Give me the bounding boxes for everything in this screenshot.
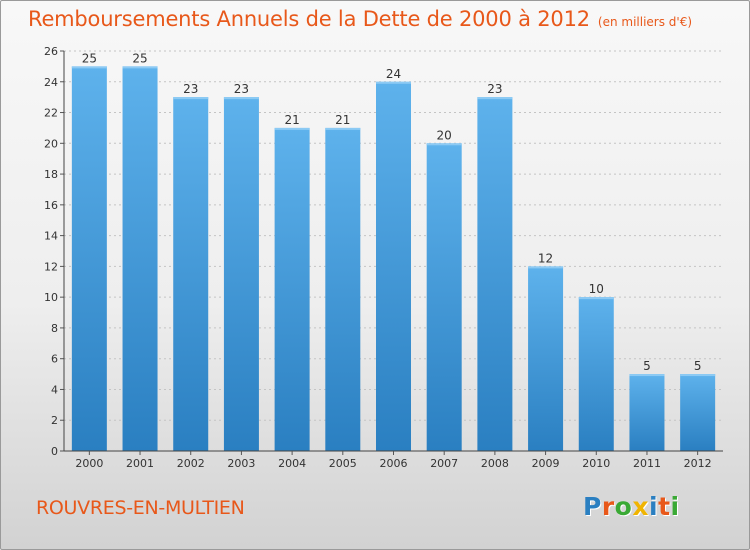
bar-value-label: 21	[335, 113, 350, 127]
bars: 25 25 23 23 21 21 24 20 23 12 10 5 5	[71, 51, 716, 452]
proxiti-logo[interactable]: Proxiti	[583, 492, 680, 521]
y-tick-label: 12	[44, 260, 58, 273]
bar	[680, 374, 716, 451]
y-tick-label: 6	[51, 353, 58, 366]
y-tick-label: 14	[44, 230, 58, 243]
bar	[629, 374, 665, 451]
bar-value-label: 10	[589, 282, 604, 296]
bar	[578, 297, 614, 451]
bar-highlight	[274, 127, 310, 130]
bar-value-label: 23	[487, 82, 502, 96]
bar-value-label: 25	[82, 51, 97, 65]
y-tick-label: 2	[51, 414, 58, 427]
place-name: ROUVRES-EN-MULTIEN	[36, 497, 245, 519]
logo-letter: x	[632, 492, 649, 521]
x-tick-label: 2001	[126, 457, 154, 470]
x-tick-label: 2010	[582, 457, 610, 470]
y-tick-label: 20	[44, 137, 58, 150]
bar-highlight	[578, 297, 614, 300]
x-tick-label: 2007	[430, 457, 458, 470]
logo-letter: i	[670, 492, 680, 521]
bar	[274, 127, 310, 451]
bar	[426, 143, 462, 452]
bar	[122, 66, 158, 451]
bar-value-label: 5	[643, 359, 651, 373]
x-tick-label: 2004	[278, 457, 306, 470]
x-tick-label: 2009	[532, 457, 560, 470]
bar-value-label: 24	[386, 67, 401, 81]
logo-letter: r	[601, 492, 615, 521]
logo-letter: t	[658, 492, 671, 521]
chart-unit: (en milliers d'€)	[597, 15, 693, 29]
bar	[477, 97, 513, 452]
bar-value-label: 12	[538, 251, 553, 265]
bar-highlight	[477, 97, 513, 100]
bar	[173, 97, 209, 452]
bar	[325, 127, 361, 451]
y-tick-label: 18	[44, 168, 58, 181]
x-tick-label: 2003	[227, 457, 255, 470]
x-tick-label: 2008	[481, 457, 509, 470]
bar	[223, 97, 259, 452]
logo-letter: o	[614, 492, 633, 521]
y-tick-label: 4	[51, 383, 58, 396]
bar-value-label: 5	[694, 359, 702, 373]
bar-value-label: 21	[284, 113, 299, 127]
x-tick-label: 2002	[177, 457, 205, 470]
bar-highlight	[122, 66, 158, 69]
bar-value-label: 23	[234, 82, 249, 96]
x-tick-label: 2006	[380, 457, 408, 470]
bar	[71, 66, 107, 451]
x-tick-label: 2005	[329, 457, 357, 470]
x-tick-label: 2012	[684, 457, 712, 470]
y-tick-label: 26	[44, 45, 58, 58]
bar-highlight	[223, 97, 259, 100]
x-tick-label: 2000	[75, 457, 103, 470]
chart-title-text: Remboursements Annuels de la Dette de 20…	[28, 7, 590, 31]
y-tick-label: 22	[44, 107, 58, 120]
bar-highlight	[71, 66, 107, 69]
bar-highlight	[426, 143, 462, 146]
bar-highlight	[325, 127, 361, 130]
bar-highlight	[173, 97, 209, 100]
bar-highlight	[629, 374, 665, 377]
logo-letter: P	[583, 492, 602, 521]
y-tick-label: 0	[51, 445, 58, 458]
bar-highlight	[528, 266, 564, 269]
bar	[376, 81, 411, 452]
bar-highlight	[680, 374, 716, 377]
bar-value-label: 20	[437, 128, 452, 142]
bar-value-label: 23	[183, 82, 198, 96]
y-tick-label: 8	[51, 322, 58, 335]
y-tick-label: 10	[44, 291, 58, 304]
chart-title: Remboursements Annuels de la Dette de 20…	[28, 7, 692, 31]
bar-highlight	[376, 81, 411, 84]
y-tick-label: 16	[44, 199, 58, 212]
logo-letter: i	[649, 492, 659, 521]
y-tick-label: 24	[44, 76, 58, 89]
x-tick-label: 2011	[633, 457, 661, 470]
bar	[528, 266, 564, 451]
bar-value-label: 25	[132, 51, 147, 65]
